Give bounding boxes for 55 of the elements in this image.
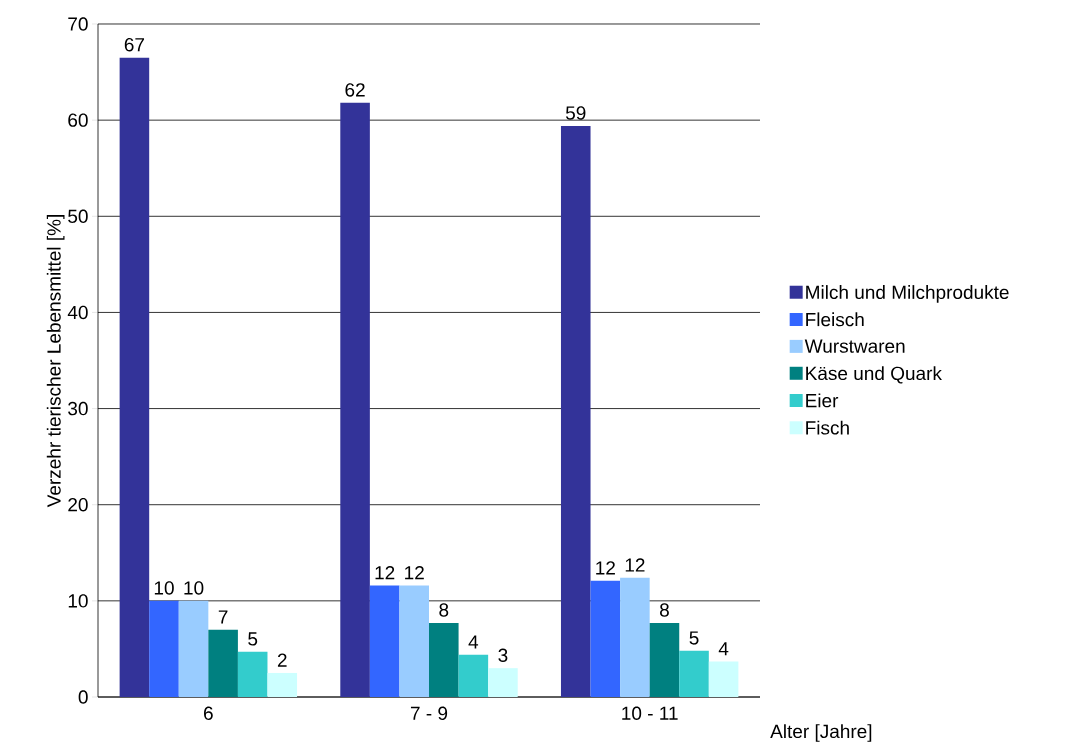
bar — [458, 654, 489, 697]
legend-label: Eier — [806, 393, 839, 408]
y-tick-label: 0 — [78, 690, 88, 704]
legend-label: Fisch — [806, 420, 849, 435]
bar — [149, 600, 179, 697]
y-tick-label: 60 — [68, 113, 88, 127]
legend-label: Käse und Quark — [806, 366, 942, 384]
data-label: 12 — [596, 561, 615, 575]
data-label: 12 — [405, 566, 424, 580]
y-tick-label: 20 — [68, 497, 88, 512]
data-label: 5 — [689, 631, 699, 645]
data-label: 67 — [124, 38, 145, 52]
data-label: 59 — [565, 106, 586, 120]
bar — [267, 672, 298, 697]
data-label: 3 — [498, 648, 508, 662]
data-label: 10 — [184, 581, 204, 595]
y-tick-label: 70 — [68, 17, 88, 31]
bar — [399, 585, 429, 697]
bar — [679, 650, 709, 697]
bar — [340, 102, 370, 697]
legend-label: Wurstwaren — [804, 339, 905, 353]
bar — [590, 580, 621, 697]
bar — [369, 585, 400, 697]
bar — [560, 125, 591, 697]
y-tick-label: 30 — [68, 401, 88, 416]
x-axis-title: Alter [Jahre] — [770, 724, 872, 742]
x-tick-label: 6 — [204, 706, 213, 720]
data-label: 4 — [718, 642, 729, 656]
data-label: 2 — [277, 653, 287, 667]
bar — [119, 57, 150, 697]
data-label: 12 — [375, 566, 395, 580]
y-axis-title: Verzehr tierischer Lebensmittel [%] — [46, 215, 65, 508]
data-label: 62 — [345, 83, 365, 97]
data-label: 12 — [625, 558, 645, 572]
legend-label: Milch und Milchprodukte — [806, 285, 1009, 303]
bar — [178, 600, 209, 697]
y-tick-label: 50 — [68, 209, 88, 224]
data-label: 8 — [439, 603, 449, 617]
y-tick-label: 10 — [68, 594, 88, 608]
data-label: 8 — [660, 603, 669, 617]
x-tick-label: 10 - 11 — [622, 706, 678, 720]
bar — [429, 622, 459, 697]
bar — [488, 668, 518, 697]
y-tick-label: 40 — [67, 305, 88, 320]
bar — [620, 577, 650, 697]
bar — [708, 661, 739, 697]
data-label: 7 — [218, 610, 228, 624]
data-label: 5 — [248, 632, 258, 646]
bar — [649, 622, 680, 697]
bar — [237, 651, 268, 697]
data-label: 10 — [154, 581, 174, 595]
bar — [208, 629, 238, 697]
x-tick-label: 7 - 9 — [410, 706, 448, 720]
data-label: 4 — [468, 635, 479, 649]
legend-label: Fleisch — [806, 312, 864, 327]
